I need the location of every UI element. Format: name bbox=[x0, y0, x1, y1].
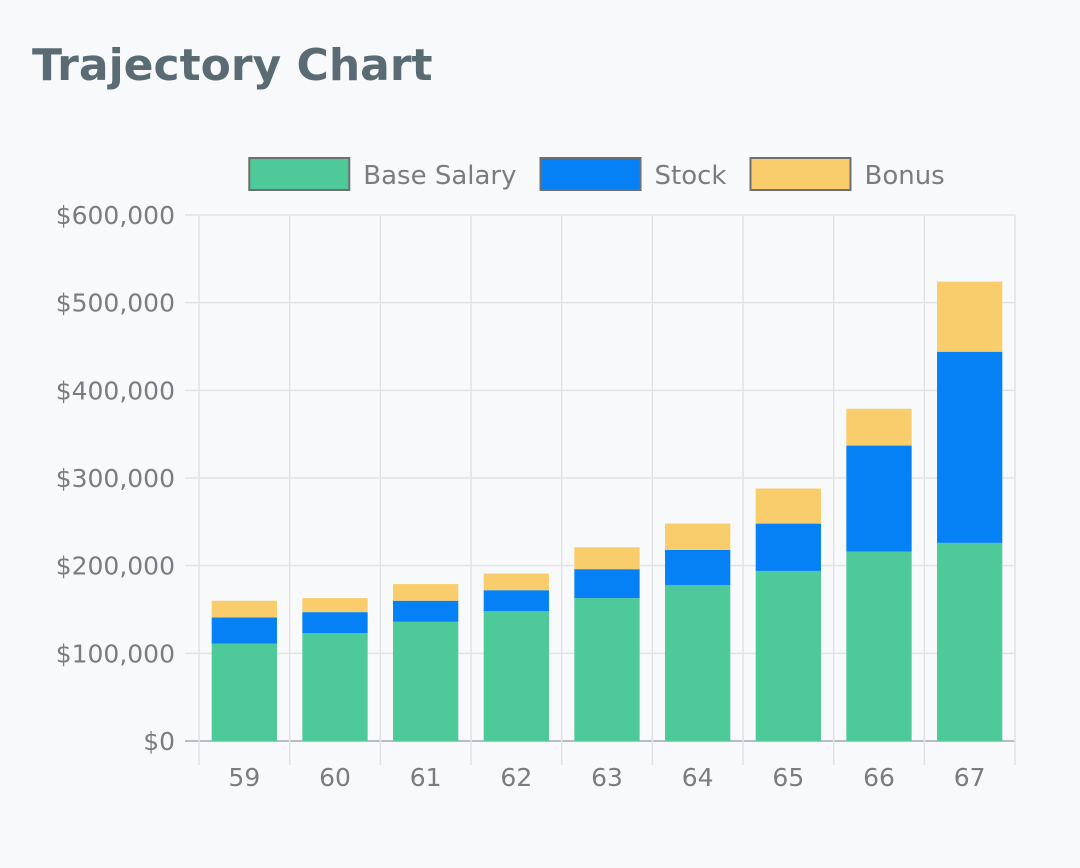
x-tick-label: 62 bbox=[500, 763, 532, 792]
bar-base-salary-67 bbox=[937, 542, 1003, 741]
bar-base-salary-63 bbox=[574, 598, 640, 741]
y-tick-label: $100,000 bbox=[56, 639, 175, 668]
bar-base-salary-61 bbox=[393, 621, 459, 741]
bar-base-salary-64 bbox=[665, 584, 731, 741]
y-tick-label: $0 bbox=[143, 727, 175, 756]
bar-stock-61 bbox=[393, 600, 459, 622]
bar-base-salary-62 bbox=[483, 611, 549, 741]
bar-base-salary-65 bbox=[755, 570, 821, 741]
legend-swatch-bonus[interactable] bbox=[749, 157, 852, 191]
bar-bonus-67 bbox=[937, 281, 1003, 352]
bar-bonus-66 bbox=[846, 408, 912, 446]
bar-bonus-62 bbox=[483, 573, 549, 591]
bar-stock-62 bbox=[483, 590, 549, 612]
x-tick-label: 61 bbox=[410, 763, 442, 792]
y-tick-label: $600,000 bbox=[56, 201, 175, 230]
bar-stock-63 bbox=[574, 569, 640, 599]
x-tick-label: 60 bbox=[319, 763, 351, 792]
bar-stock-66 bbox=[846, 445, 912, 552]
y-tick-label: $200,000 bbox=[56, 552, 175, 581]
legend: Base Salary Stock Bonus bbox=[248, 157, 945, 191]
axes: $0 $100,000 $200,000 $300,000 $400,000 $500,0… bbox=[56, 201, 986, 792]
legend-swatch-stock[interactable] bbox=[539, 157, 642, 191]
bar-stock-65 bbox=[755, 523, 821, 571]
bar-stock-59 bbox=[211, 617, 277, 644]
x-tick-label: 66 bbox=[863, 763, 895, 792]
bar-bonus-60 bbox=[302, 598, 368, 613]
legend-label-stock[interactable]: Stock bbox=[655, 161, 727, 191]
bar-stock-67 bbox=[937, 351, 1003, 543]
bar-base-salary-66 bbox=[846, 551, 912, 741]
bar-bonus-59 bbox=[211, 600, 277, 618]
x-tick-label: 67 bbox=[954, 763, 986, 792]
y-tick-label: $500,000 bbox=[56, 289, 175, 318]
bar-stock-64 bbox=[665, 549, 731, 585]
bars bbox=[211, 281, 1003, 741]
x-tick-label: 65 bbox=[772, 763, 804, 792]
y-tick-label: $400,000 bbox=[56, 376, 175, 405]
bar-bonus-63 bbox=[574, 547, 640, 570]
bar-base-salary-59 bbox=[211, 643, 277, 741]
bar-bonus-64 bbox=[665, 523, 731, 550]
legend-label-base-salary[interactable]: Base Salary bbox=[363, 161, 516, 191]
legend-label-bonus[interactable]: Bonus bbox=[864, 161, 944, 191]
bar-bonus-65 bbox=[755, 488, 821, 524]
x-tick-label: 63 bbox=[591, 763, 623, 792]
x-tick-label: 64 bbox=[682, 763, 714, 792]
page-title: Trajectory Chart bbox=[32, 40, 433, 91]
bar-stock-60 bbox=[302, 612, 368, 634]
bar-bonus-61 bbox=[393, 584, 459, 601]
bar-base-salary-60 bbox=[302, 633, 368, 741]
x-tick-label: 59 bbox=[228, 763, 260, 792]
legend-swatch-base-salary[interactable] bbox=[248, 157, 351, 191]
y-tick-label: $300,000 bbox=[56, 464, 175, 493]
